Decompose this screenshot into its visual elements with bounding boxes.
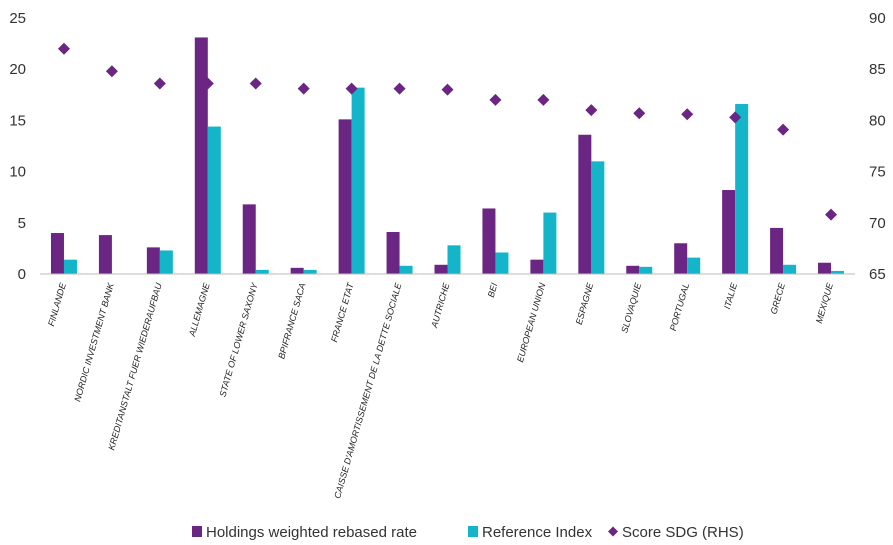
left-tick-label: 10: [9, 164, 26, 181]
reference-bar: [735, 104, 749, 275]
category-label: BEI: [486, 281, 500, 298]
category-label: FRANCE ETAT: [329, 280, 356, 343]
score-point: [681, 108, 694, 121]
score-points: [57, 42, 838, 221]
right-tick-label: 70: [869, 215, 886, 232]
holdings-bar: [674, 243, 688, 274]
holdings-bar: [338, 119, 352, 274]
category-label: BPIFRANCE SACA: [276, 282, 307, 360]
category-label: PORTUGAL: [668, 282, 691, 332]
reference-bar: [831, 270, 845, 274]
left-tick-label: 0: [18, 266, 26, 283]
right-tick-label: 75: [869, 164, 886, 181]
holdings-bar: [482, 208, 496, 274]
score-point: [489, 93, 502, 106]
category-labels: FINLANDE NORDIC INVESTMENT BANKKREDITANST…: [46, 280, 835, 499]
reference-bar: [399, 265, 413, 274]
score-point: [297, 82, 310, 95]
holdings-bar: [434, 264, 448, 274]
legend-label: Holdings weighted rebased rate: [206, 524, 417, 541]
left-tick-label: 5: [18, 215, 26, 232]
score-point: [57, 42, 70, 55]
score-point: [537, 93, 550, 106]
category-label: ESPAGNE: [574, 281, 596, 326]
category-label: ALLEMAGNE: [187, 281, 212, 339]
reference-bar: [591, 161, 605, 274]
reference-bar: [159, 250, 173, 274]
category-label: GRECE: [769, 281, 788, 315]
score-point: [825, 208, 838, 221]
reference-bar: [447, 245, 461, 274]
category-label: FINLANDE: [46, 281, 68, 327]
holdings-bar: [386, 232, 400, 274]
category-label: MEXIQUE: [814, 281, 835, 325]
reference-bar: [783, 264, 797, 274]
category-label: EUROPEAN UNION: [515, 281, 547, 363]
legend-swatch: [468, 526, 478, 537]
score-point: [105, 65, 118, 78]
score-point: [201, 77, 214, 90]
holdings-bar: [626, 265, 640, 274]
reference-bar: [255, 269, 269, 274]
category-label: STATE OF LOWER SAXONY: [218, 281, 260, 398]
holdings-bar: [50, 233, 64, 274]
holdings-bar: [530, 259, 544, 274]
left-tick-label: 25: [9, 10, 26, 27]
right-tick-label: 80: [869, 112, 886, 129]
bars: [50, 37, 845, 275]
category-label: KREDITANSTALT FUER WIEDERAUFBAU: [106, 281, 164, 451]
legend-swatch: [192, 526, 202, 537]
legend-swatch: [608, 526, 618, 537]
legend-label: Reference Index: [482, 524, 593, 541]
category-label: NORDIC INVESTMENT BANK: [72, 281, 116, 403]
score-point: [393, 82, 406, 95]
right-tick-label: 65: [869, 266, 886, 283]
right-tick-label: 85: [869, 61, 886, 78]
holdings-bar: [194, 37, 208, 275]
reference-bar: [63, 259, 77, 274]
reference-bar: [351, 87, 365, 274]
score-point: [345, 82, 358, 95]
right-axis: 65 70 75 80 85 90: [869, 10, 886, 283]
reference-bar: [207, 126, 221, 274]
score-point: [633, 107, 646, 120]
right-tick-label: 90: [869, 10, 886, 27]
left-tick-label: 15: [9, 112, 26, 129]
reference-bar: [687, 257, 701, 274]
holdings-bar: [818, 262, 832, 274]
reference-bar: [639, 266, 653, 274]
score-point: [249, 77, 262, 90]
legend: Holdings weighted rebased rate Reference …: [192, 524, 744, 541]
score-point: [153, 77, 166, 90]
left-tick-label: 20: [9, 61, 26, 78]
holdings-bar: [98, 235, 112, 274]
legend-label: Score SDG (RHS): [622, 524, 744, 541]
category-label: SLOVAQUIE: [619, 281, 643, 334]
score-point: [585, 104, 598, 117]
reference-bar: [543, 212, 557, 274]
holdings-bar: [242, 204, 256, 274]
left-axis: 0 5 10 15 20 25: [9, 10, 26, 283]
score-point: [777, 123, 790, 136]
holdings-bar: [722, 190, 736, 274]
score-point: [729, 111, 742, 124]
category-label: AUTRICHE: [429, 281, 452, 330]
score-point: [441, 83, 454, 96]
holdings-bar: [290, 267, 304, 274]
reference-bar: [303, 269, 317, 274]
holdings-bar: [770, 227, 784, 274]
holdings-bar: [578, 134, 592, 274]
reference-bar: [495, 252, 509, 274]
category-label: ITALIE: [722, 281, 739, 311]
holdings-bar: [146, 247, 160, 274]
